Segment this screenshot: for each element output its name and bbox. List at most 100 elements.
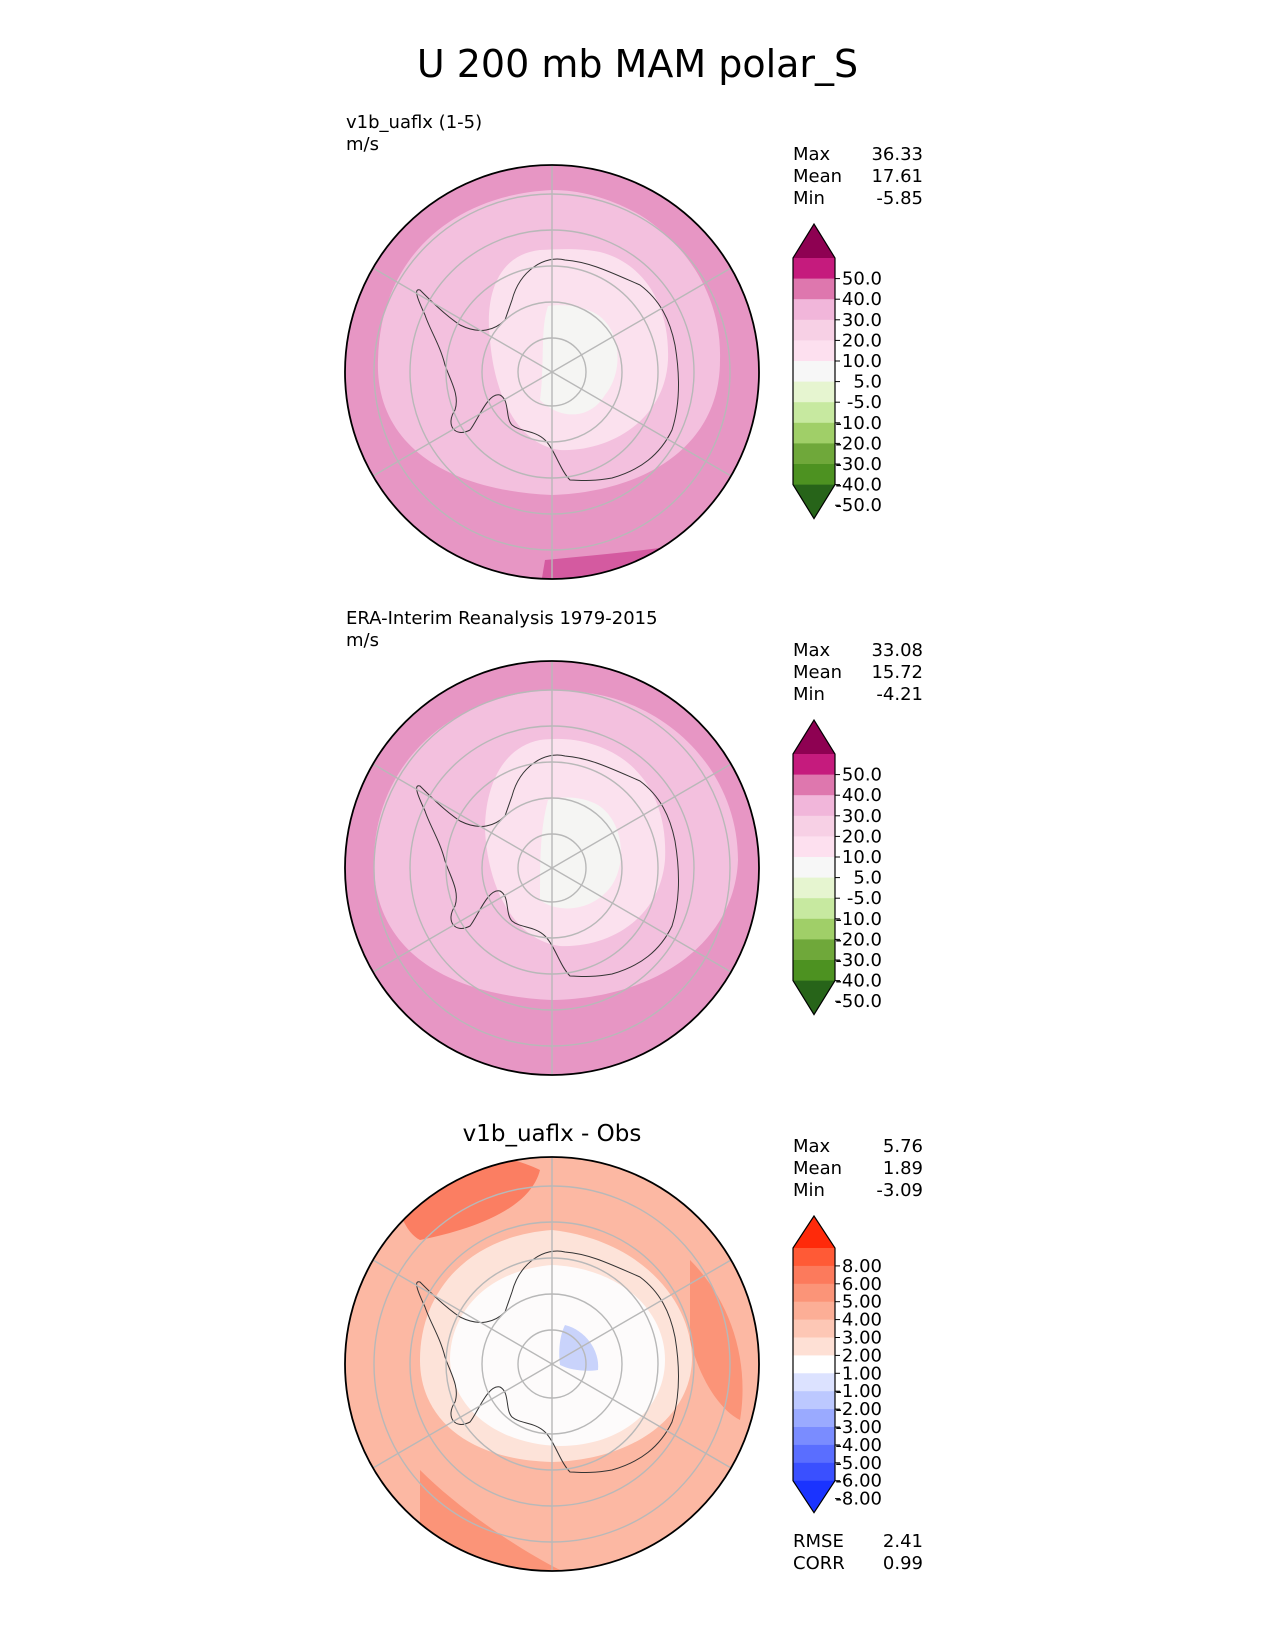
stat-value: -5.85 — [876, 188, 923, 209]
colorbar-tick-label: 10.0 — [842, 351, 882, 372]
colorbar-segment — [793, 464, 835, 486]
colorbar-tick-label: 30.0 — [842, 806, 882, 827]
coastline-path — [416, 1250, 679, 1473]
colorbar-segment — [793, 1265, 835, 1285]
colorbar-segment — [793, 939, 835, 961]
colorbar-tick-label: -50.0 — [835, 495, 882, 516]
colorbar-segment — [793, 1444, 835, 1464]
colorbar-tick-label: -8.00 — [835, 1489, 882, 1510]
colorbar-segment — [793, 381, 835, 403]
graticule — [372, 661, 732, 1075]
colorbar-segment — [793, 299, 835, 321]
antarctica-coastline — [416, 754, 679, 977]
coastline-path — [416, 754, 679, 977]
colorbar-segment — [793, 1391, 835, 1410]
stat-label: Max — [793, 1136, 831, 1157]
colorbar-segment — [793, 402, 835, 424]
panel1-units: m/s — [346, 134, 379, 155]
stat-label: Min — [793, 684, 825, 705]
stat-label: Mean — [793, 166, 843, 187]
colorbar-tick-label: -30.0 — [835, 950, 882, 971]
colorbar-tick-label: -20.0 — [835, 929, 882, 950]
meridian-line — [372, 267, 732, 477]
colorbar-segment — [793, 1319, 835, 1338]
map-panel-1 — [344, 164, 760, 580]
metric-value: 0.99 — [882, 1553, 923, 1574]
colorbar-tick-label: -40.0 — [835, 475, 882, 496]
colorbar-tick-label: -30.0 — [835, 454, 882, 475]
colorbar-segment — [793, 1283, 835, 1303]
colorbar-tick-label: -1.00 — [835, 1381, 882, 1402]
colorbar-tick-label: -20.0 — [835, 433, 882, 454]
colorbar-tick-label: 50.0 — [842, 269, 882, 290]
stat-label: Mean — [793, 1158, 843, 1179]
stat-value: -4.21 — [876, 684, 923, 705]
colorbar-tick-label: -10.0 — [835, 413, 882, 434]
colorbar-segment — [793, 836, 835, 858]
colorbar-extend-top — [793, 224, 835, 258]
colorbar-segment — [793, 877, 835, 899]
colorbar-segment — [793, 857, 835, 879]
stat-label: Min — [793, 1180, 825, 1201]
stat-value: 15.72 — [871, 662, 923, 683]
colorbar-segment — [793, 815, 835, 837]
colorbar-tick-label: 20.0 — [842, 826, 882, 847]
colorbar-tick-label: 20.0 — [842, 330, 882, 351]
meridian-line — [372, 763, 732, 973]
colorbar-segment — [793, 319, 835, 341]
colorbar-tick-label: 5.0 — [853, 372, 882, 393]
colorbar-tick-label: 2.00 — [842, 1345, 882, 1366]
colorbar-tick-label: 10.0 — [842, 847, 882, 868]
graticule — [372, 165, 732, 579]
panel2-units: m/s — [346, 630, 379, 651]
colorbar-segment — [793, 898, 835, 920]
figure-title: U 200 mb MAM polar_S — [416, 42, 859, 86]
panel3-stats: Max 5.76 Mean 1.89 Min -3.09 — [793, 1136, 923, 1202]
colorbar-extend-bottom — [793, 1480, 835, 1513]
colorbar-segment — [793, 258, 835, 280]
colorbar-tick-label: 40.0 — [842, 785, 882, 806]
panel3-metrics: RMSE 2.41 CORR 0.99 — [793, 1531, 923, 1575]
colorbar-tick-label: 40.0 — [842, 289, 882, 310]
map-panel-3 — [344, 1156, 760, 1572]
colorbar-segment — [793, 340, 835, 362]
stat-value: 17.61 — [871, 166, 923, 187]
colorbar-tick-label: -5.0 — [847, 392, 882, 413]
metric-label: RMSE — [793, 1531, 844, 1552]
colorbar-segment — [793, 774, 835, 796]
colorbar-tick-label: -4.00 — [835, 1435, 882, 1456]
stat-value: 1.89 — [882, 1158, 923, 1179]
panel1-title: v1b_uaflx (1-5) — [346, 112, 483, 133]
colorbar-tick-label: -5.00 — [835, 1453, 882, 1474]
colorbar-tick-label: -5.0 — [847, 888, 882, 909]
stat-label: Mean — [793, 662, 843, 683]
metric-label: CORR — [793, 1553, 845, 1574]
stat-value: 5.76 — [882, 1136, 923, 1157]
graticule — [372, 1157, 732, 1571]
colorbar-segment — [793, 1248, 835, 1267]
colorbar-tick-label: 1.00 — [842, 1363, 882, 1384]
panel2-title: ERA-Interim Reanalysis 1979-2015 — [346, 608, 658, 629]
colorbar-segment — [793, 960, 835, 982]
stat-label: Max — [793, 640, 831, 661]
colorbar-extend-bottom — [793, 484, 835, 519]
panel2-stats: Max 33.08 Mean 15.72 Min -4.21 — [793, 640, 923, 706]
field-band-neg5-5 — [540, 797, 621, 909]
colorbar-segment — [793, 1427, 835, 1446]
coastline-path — [416, 258, 679, 481]
field-band-neg5-5 — [540, 305, 618, 415]
panel1-stats: Max 36.33 Mean 17.61 Min -5.85 — [793, 144, 923, 210]
colorbar-tick-label: 5.0 — [853, 868, 882, 889]
colorbar-tick-label: -2.00 — [835, 1399, 882, 1420]
colorbar-tick-label: -10.0 — [835, 909, 882, 930]
colorbar-tick-label: -3.00 — [835, 1417, 882, 1438]
stat-value: -3.09 — [876, 1180, 923, 1201]
colorbar-tick-label: -40.0 — [835, 971, 882, 992]
diff-band-3-4-south — [420, 1470, 560, 1570]
map-boundary — [344, 660, 760, 1076]
colorbar-segment — [793, 754, 835, 776]
colorbar-segment — [793, 1409, 835, 1428]
antarctica-coastline — [416, 258, 679, 481]
colorbar-tick-label: 4.00 — [842, 1310, 882, 1331]
